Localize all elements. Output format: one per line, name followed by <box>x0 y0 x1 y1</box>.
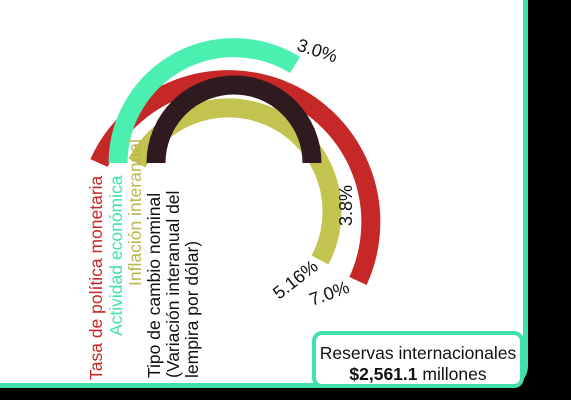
label-tasa-value: 7.0% <box>307 277 352 310</box>
label-actividad-value: 3.0% <box>295 35 340 67</box>
label-actividad-economica: Actividad económica <box>106 175 126 337</box>
label-inflacion-interanual: Inflación interanual <box>125 139 145 286</box>
reserves-callout: Reservas internacionales $2,561.1 millon… <box>312 331 524 388</box>
callout-title: Reservas internacionales <box>319 343 517 363</box>
label-tasa-politica-monetaria: Tasa de política monetaria <box>86 175 106 380</box>
arc-tipo-cambio <box>146 75 322 164</box>
callout-unit: millones <box>422 364 487 384</box>
label-tipo-cambio: Tipo de cambio nominal (Variación intera… <box>144 190 202 378</box>
label-tipo-cambio-value: 3.8% <box>336 185 356 226</box>
arc-actividad-economica <box>108 38 300 164</box>
callout-value-line: $2,561.1 millones <box>316 364 520 385</box>
chart-panel <box>0 0 528 388</box>
callout-amount: $2,561.1 <box>349 364 418 384</box>
